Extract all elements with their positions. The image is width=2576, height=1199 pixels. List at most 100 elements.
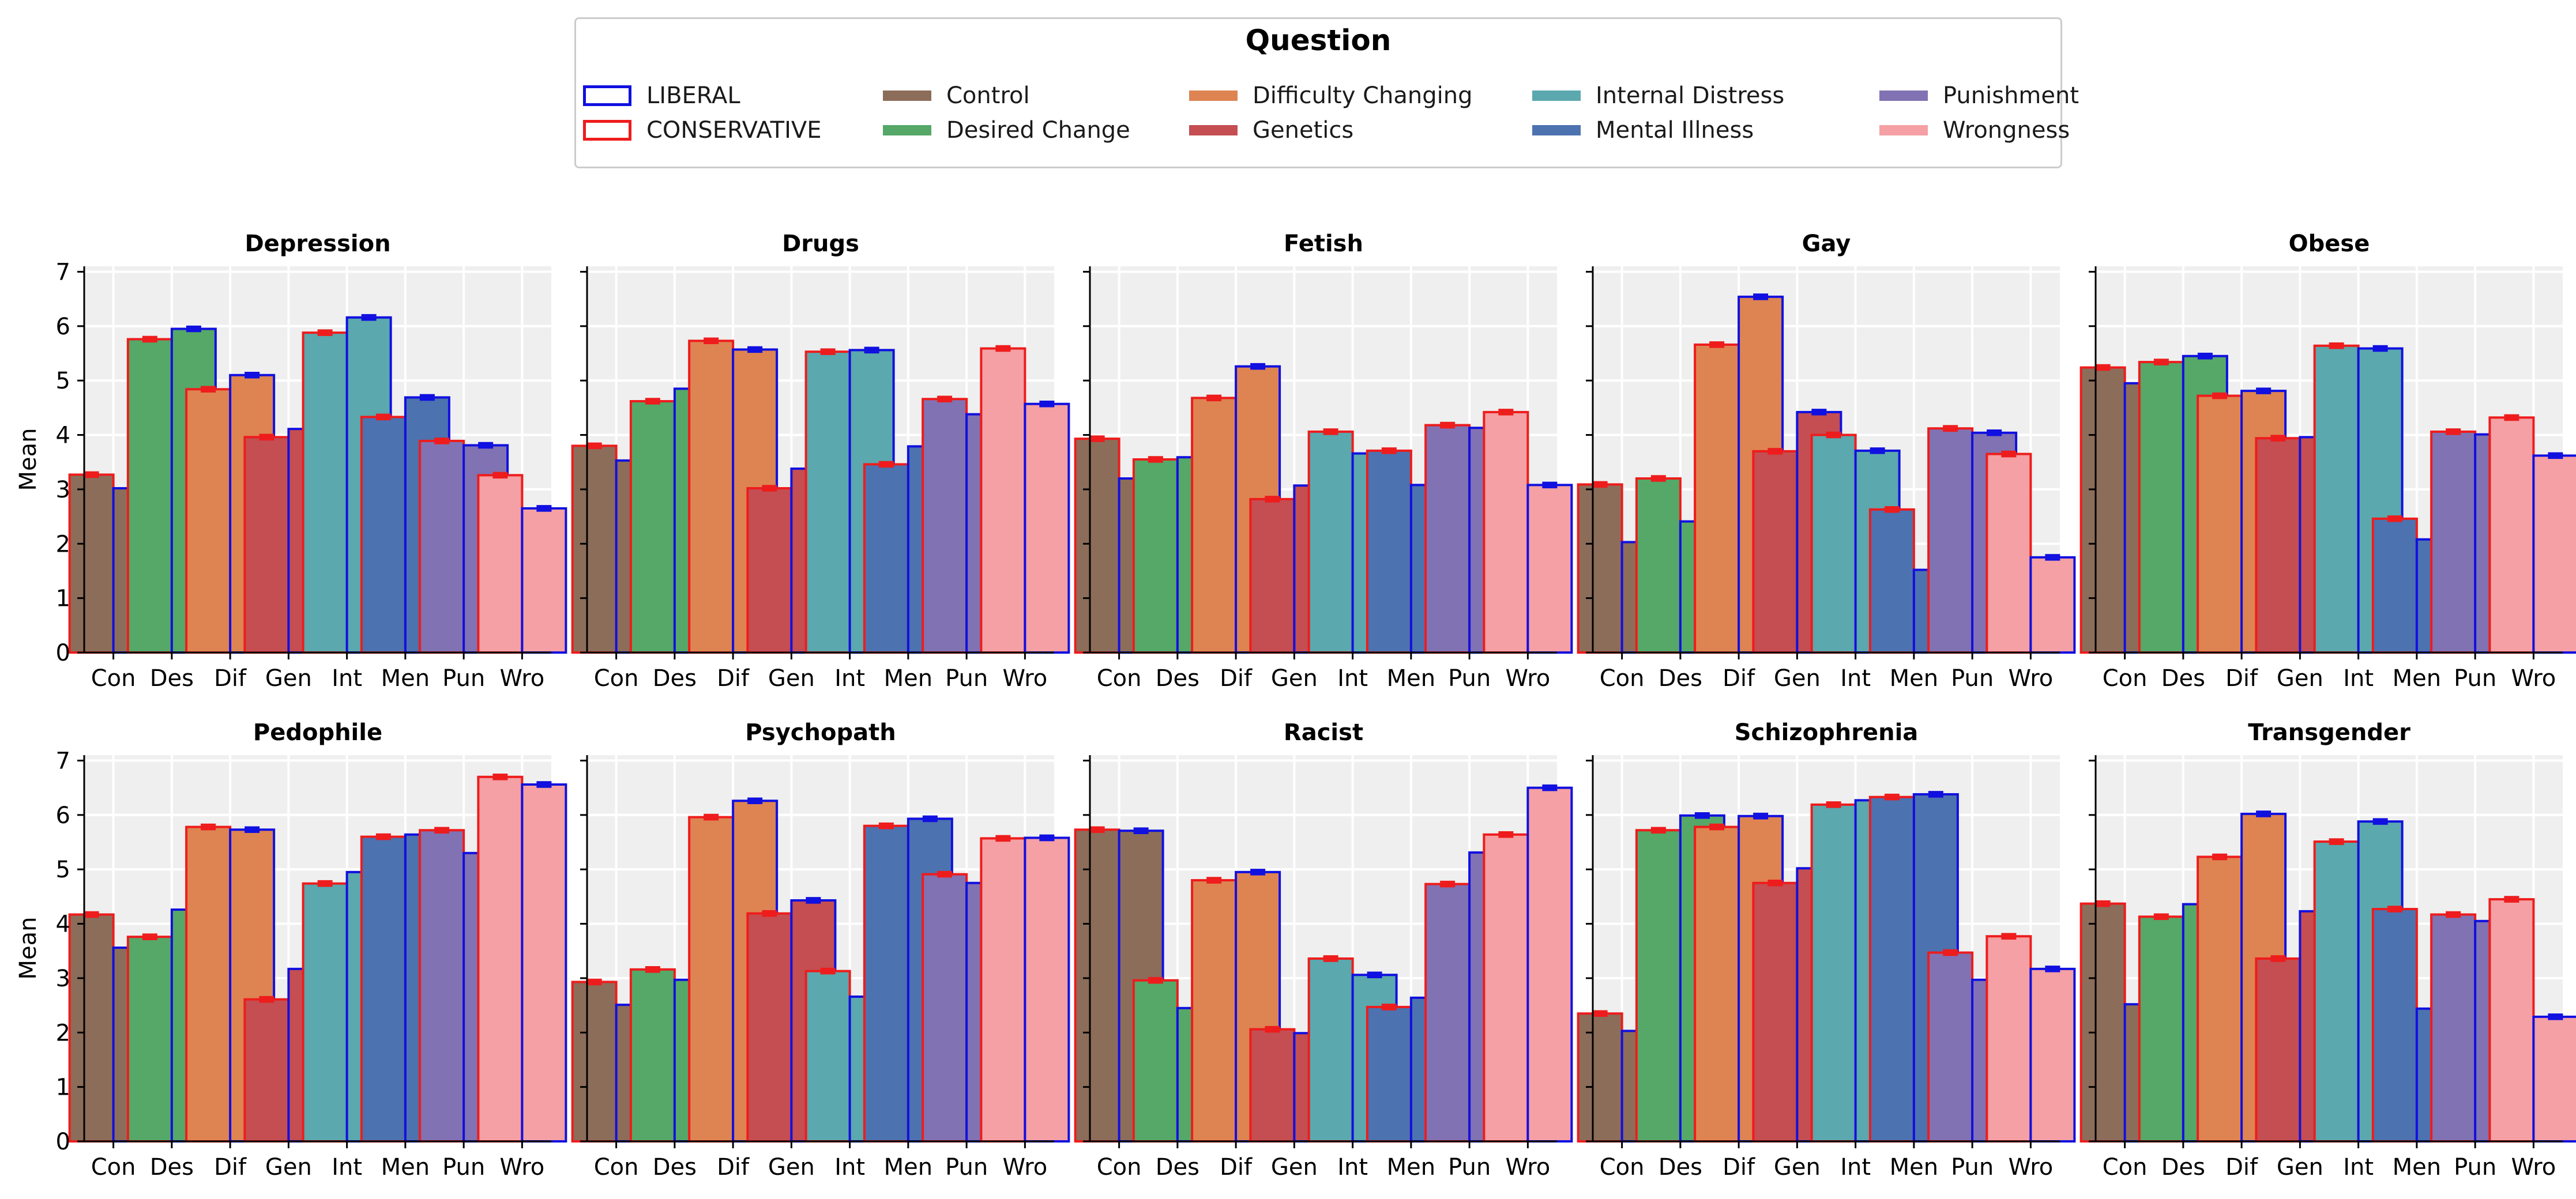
- x-tick-label: Pun: [442, 665, 485, 692]
- panel-psychopath: Con Des Dif Gen Int Men Pun Wro Psychopath: [571, 719, 1070, 1181]
- bar-conservative: [1985, 453, 2032, 654]
- bar-conservative: [2255, 957, 2302, 1143]
- bar-conservative: [419, 439, 465, 654]
- legend-item-liberal: LIBERAL: [583, 79, 740, 112]
- x-tick-label: Men: [1387, 665, 1435, 692]
- bar-conservative: [2197, 855, 2243, 1143]
- bar-conservative: [1927, 951, 1974, 1143]
- bar-conservative: [2138, 361, 2184, 654]
- bar-conservative: [980, 347, 1026, 654]
- legend-label: Desired Change: [946, 117, 1130, 144]
- panel-pedophile: Con Des Dif Gen Int Men Pun Wro 0 1 2 3 4 5 6 7 Pedophil…: [15, 719, 567, 1181]
- x-tick-label: Dif: [2225, 1154, 2258, 1181]
- panel-depression: Con Des Dif Gen Int Men Pun Wro 0 1 2 3 4 5 6 7 Depressi…: [15, 231, 567, 692]
- panel-title: Depression: [245, 231, 390, 257]
- bar-conservative: [688, 340, 735, 654]
- legend-item-punishment: Punishment: [1879, 79, 2079, 112]
- y-tick-label: 6: [56, 314, 70, 340]
- bar-conservative: [1132, 979, 1179, 1143]
- x-tick-label: Con: [594, 1154, 639, 1181]
- bar-conservative: [477, 474, 524, 654]
- x-tick-label: Gen: [2277, 1154, 2323, 1181]
- x-tick-label: Wro: [2008, 665, 2053, 692]
- bar-liberal: [1024, 402, 1070, 654]
- bar-conservative: [360, 416, 407, 654]
- x-tick-label: Dif: [1220, 1154, 1253, 1181]
- y-tick-label: 2: [56, 531, 70, 557]
- bar-liberal: [521, 507, 567, 654]
- bar-conservative: [2313, 344, 2360, 654]
- bar-conservative: [2138, 915, 2184, 1143]
- bar-conservative: [922, 873, 968, 1143]
- x-tick-label: Dif: [717, 1154, 750, 1181]
- bar-conservative: [1307, 430, 1354, 654]
- bar-conservative: [1927, 427, 1974, 654]
- x-tick-label: Gen: [1271, 665, 1318, 692]
- legend-swatch: [1189, 91, 1238, 101]
- panel-transgender: Con Des Dif Gen Int Men Pun Wro Transgender: [2079, 719, 2576, 1181]
- x-tick-label: Des: [1156, 665, 1199, 692]
- x-tick-label: Gen: [768, 1154, 815, 1181]
- bar-conservative: [302, 331, 348, 654]
- x-tick-label: Wro: [1505, 665, 1550, 692]
- x-tick-label: Wro: [1002, 1154, 1047, 1181]
- bar-conservative: [68, 473, 115, 654]
- bar-conservative: [360, 835, 407, 1143]
- x-tick-label: Gen: [2277, 665, 2323, 692]
- x-tick-label: Pun: [1951, 1154, 1994, 1181]
- bar-conservative: [1810, 433, 1857, 654]
- y-tick-label: 0: [56, 1129, 70, 1155]
- bar-conservative: [1366, 1005, 1412, 1143]
- legend-label: Genetics: [1253, 117, 1354, 144]
- x-tick-label: Men: [884, 665, 932, 692]
- y-tick-label: 4: [56, 911, 70, 938]
- x-tick-label: Pun: [945, 665, 988, 692]
- legend-label: LIBERAL: [646, 82, 740, 109]
- bar-conservative: [571, 444, 618, 654]
- x-tick-label: Int: [2343, 665, 2374, 692]
- bar-conservative: [1577, 1012, 1623, 1143]
- y-tick-label: 3: [56, 966, 70, 992]
- legend: Question LIBERAL CONSERVATIVE Control Desir…: [574, 17, 2079, 168]
- x-tick-label: Gen: [265, 1154, 312, 1181]
- legend-swatch: [1532, 91, 1581, 101]
- bar-conservative: [185, 825, 232, 1143]
- bar-liberal: [2532, 454, 2576, 654]
- bar-conservative: [2430, 913, 2477, 1143]
- legend-swatch: [1879, 125, 1928, 135]
- bar-conservative: [126, 338, 173, 654]
- bar-conservative: [2079, 902, 2126, 1143]
- bar-conservative: [688, 816, 735, 1143]
- legend-swatch: [883, 125, 931, 135]
- legend-label: Mental Illness: [1596, 117, 1754, 144]
- legend-swatch: [583, 85, 631, 106]
- bar-conservative: [1635, 477, 1682, 654]
- bar-conservative: [1752, 881, 1799, 1143]
- x-tick-label: Gen: [1774, 665, 1821, 692]
- bar-conservative: [1424, 424, 1471, 654]
- x-tick-label: Pun: [1951, 665, 1994, 692]
- bar-conservative: [1868, 795, 1915, 1143]
- bar-conservative: [629, 968, 676, 1143]
- y-tick-label: 3: [56, 477, 70, 503]
- bar-conservative: [1483, 833, 1529, 1143]
- x-tick-label: Con: [91, 665, 136, 692]
- x-tick-label: Men: [1387, 1154, 1435, 1181]
- x-tick-label: Wro: [2511, 1154, 2556, 1181]
- y-axis-label: Mean: [15, 428, 42, 491]
- legend-swatch: [883, 91, 931, 101]
- panel-racist: Con Des Dif Gen Int Men Pun Wro Racist: [1074, 719, 1573, 1181]
- panel-title: Drugs: [782, 231, 859, 257]
- x-tick-label: Gen: [1271, 1154, 1318, 1181]
- bar-conservative: [2371, 908, 2418, 1143]
- bar-conservative: [1191, 879, 1238, 1143]
- y-tick-label: 2: [56, 1020, 70, 1046]
- bar-conservative: [1985, 935, 2032, 1143]
- x-tick-label: Wro: [2008, 1154, 2053, 1181]
- panel-obese: Con Des Dif Gen Int Men Pun Wro Obese: [2079, 231, 2576, 692]
- bar-conservative: [804, 350, 851, 654]
- bar-conservative: [1810, 803, 1857, 1143]
- x-tick-label: Int: [1840, 665, 1871, 692]
- x-tick-label: Des: [150, 665, 194, 692]
